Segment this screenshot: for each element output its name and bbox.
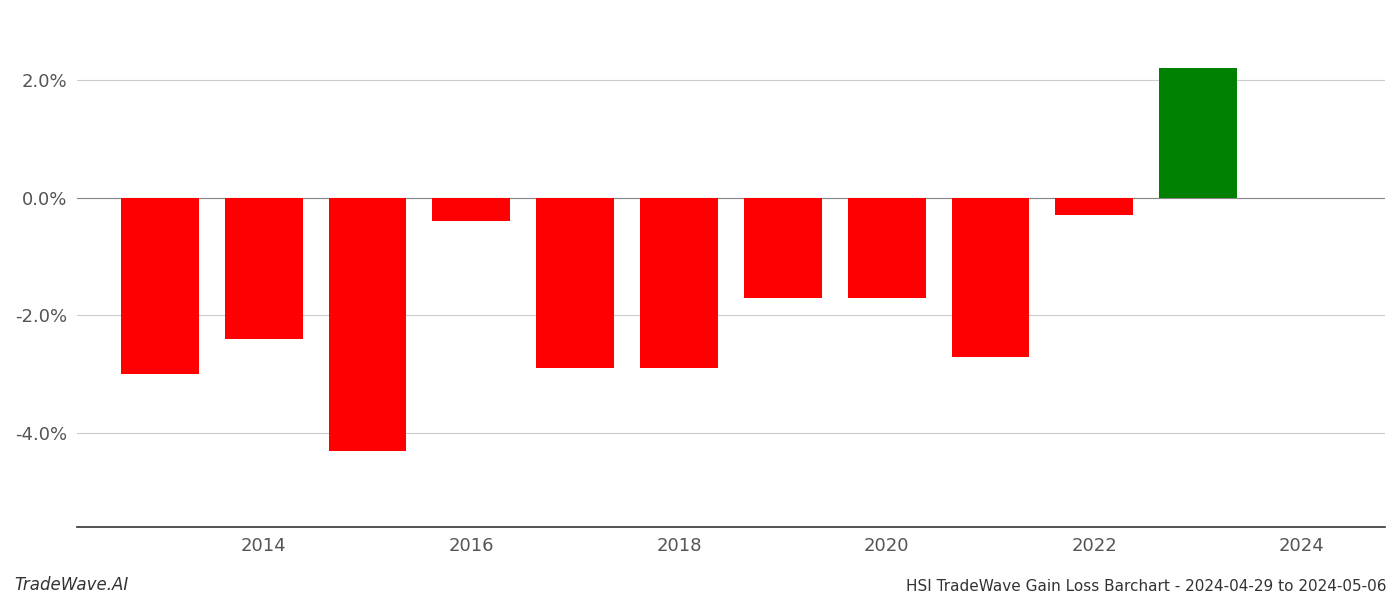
Bar <box>536 197 615 368</box>
Bar <box>1159 68 1238 197</box>
Text: TradeWave.AI: TradeWave.AI <box>14 576 129 594</box>
Bar <box>433 197 511 221</box>
Bar <box>225 197 302 339</box>
Bar <box>120 197 199 374</box>
Bar <box>952 197 1029 356</box>
Bar <box>743 197 822 298</box>
Text: HSI TradeWave Gain Loss Barchart - 2024-04-29 to 2024-05-06: HSI TradeWave Gain Loss Barchart - 2024-… <box>906 579 1386 594</box>
Bar <box>329 197 406 451</box>
Bar <box>848 197 925 298</box>
Bar <box>640 197 718 368</box>
Bar <box>1056 197 1133 215</box>
